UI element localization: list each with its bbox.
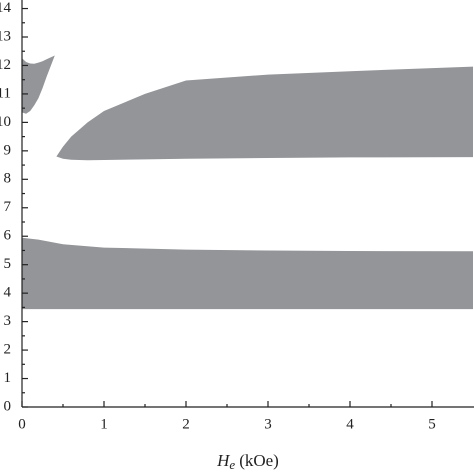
y-tick-label: 8 bbox=[4, 171, 12, 187]
x-tick-label: 0 bbox=[18, 416, 26, 432]
y-tick-label: 1 bbox=[4, 370, 12, 386]
y-tick-label: 3 bbox=[4, 313, 12, 329]
x-tick-label: 3 bbox=[264, 416, 272, 432]
band-area bbox=[56, 66, 474, 161]
y-tick-label: 4 bbox=[4, 285, 12, 301]
y-tick-label: 7 bbox=[4, 199, 12, 215]
band-area bbox=[22, 55, 55, 114]
x-tick-label: 1 bbox=[100, 416, 108, 432]
y-tick-label: 13 bbox=[0, 28, 11, 44]
x-tick-label: 5 bbox=[428, 416, 436, 432]
y-tick-label: 6 bbox=[4, 228, 12, 244]
x-label-subscript: e bbox=[229, 457, 235, 472]
y-tick-label: 14 bbox=[0, 0, 12, 16]
x-label-symbol: H bbox=[216, 451, 231, 470]
y-tick-label: 12 bbox=[0, 57, 11, 73]
y-tick-label: 9 bbox=[4, 142, 12, 158]
band-area bbox=[22, 237, 473, 310]
y-tick-label: 11 bbox=[0, 85, 11, 101]
y-tick-label: 0 bbox=[4, 398, 12, 414]
x-tick-label: 2 bbox=[182, 416, 190, 432]
x-axis-label: He (kOe) bbox=[216, 451, 279, 472]
y-tick-label: 5 bbox=[4, 256, 12, 272]
y-tick-label: 2 bbox=[4, 342, 12, 358]
y-tick-label: 10 bbox=[0, 114, 11, 130]
x-label-unit: (kOe) bbox=[239, 451, 279, 470]
x-tick-label: 4 bbox=[346, 416, 354, 432]
